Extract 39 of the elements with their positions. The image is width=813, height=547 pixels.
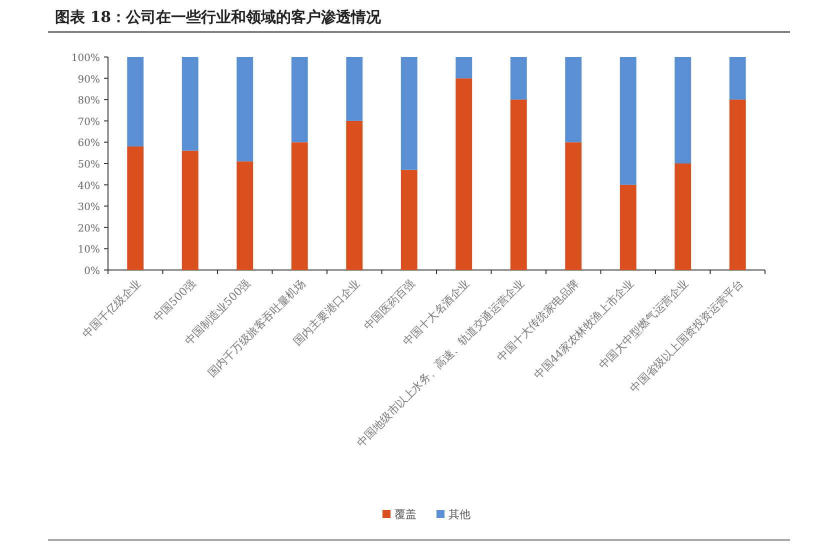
bar <box>291 142 308 270</box>
bar <box>565 142 582 270</box>
y-tick-label: 90% <box>78 74 100 86</box>
y-tick-label: 100% <box>71 53 100 64</box>
chart-title: 图表 18：公司在一些行业和领域的客户渗透情况 <box>55 8 382 26</box>
bar <box>729 100 746 270</box>
y-tick-label: 60% <box>78 138 100 150</box>
y-tick-label: 0% <box>84 266 100 277</box>
y-tick-label: 50% <box>78 160 100 170</box>
bar <box>620 57 636 185</box>
bar <box>456 57 472 78</box>
bar <box>510 57 527 100</box>
legend-label: 覆盖 <box>394 508 416 521</box>
bar <box>346 57 363 121</box>
bar <box>182 150 198 270</box>
x-tick-label: 中国千亿级企业 <box>80 276 144 341</box>
y-tick-label: 70% <box>78 116 100 128</box>
bar <box>674 164 692 270</box>
bar <box>620 184 636 270</box>
bar <box>565 57 582 142</box>
bar <box>291 57 308 142</box>
bar <box>456 78 472 270</box>
bar <box>400 57 418 170</box>
y-tick-label: 80% <box>78 96 100 107</box>
bar <box>510 100 527 270</box>
legend-label: 其他 <box>448 508 470 521</box>
bar <box>127 57 144 146</box>
y-tick-label: 30% <box>78 202 100 214</box>
y-tick-label: 10% <box>78 244 100 256</box>
bar <box>236 161 254 270</box>
bar <box>729 57 746 100</box>
bar <box>182 57 198 151</box>
bar <box>236 57 254 162</box>
bar <box>346 120 363 270</box>
bar <box>674 57 692 164</box>
y-tick-label: 20% <box>78 223 100 234</box>
bar <box>127 146 144 270</box>
y-tick-label: 40% <box>78 180 100 192</box>
bar <box>400 170 418 270</box>
